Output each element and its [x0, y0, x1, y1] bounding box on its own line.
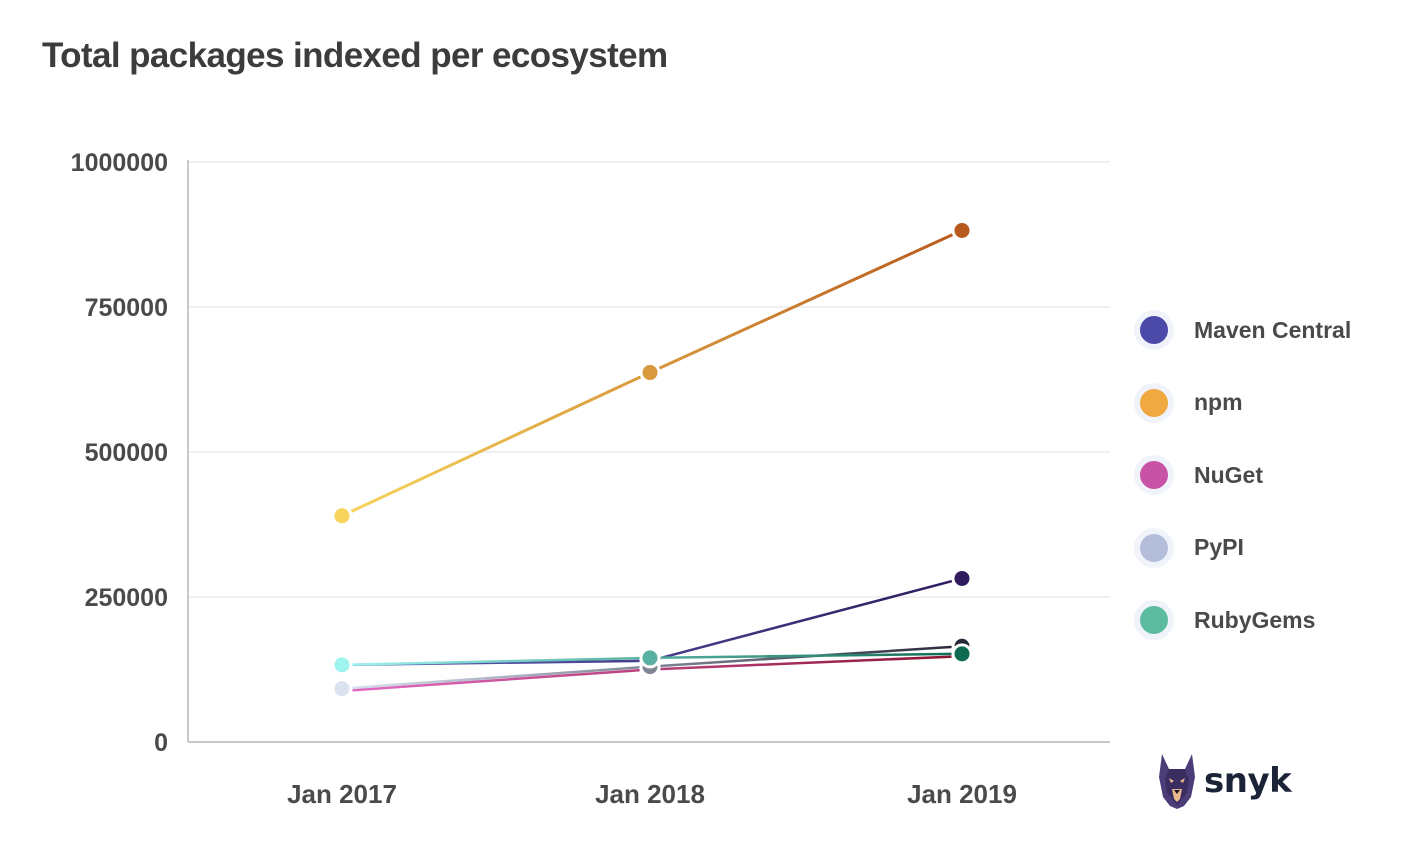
legend-item-maven[interactable]: Maven Central	[1134, 294, 1396, 367]
snyk-doberman-logo-icon	[1159, 754, 1195, 809]
y-tick-label: 1000000	[71, 149, 168, 177]
legend-item-npm[interactable]: npm	[1134, 367, 1396, 440]
data-point-maven[interactable]	[951, 567, 973, 589]
legend-swatch	[1134, 455, 1174, 496]
legend-swatch	[1134, 527, 1174, 568]
legend: Maven Central npm NuGet PyPI RubyGems	[1134, 294, 1396, 657]
legend-swatch	[1134, 382, 1174, 423]
legend-label: RubyGems	[1194, 606, 1316, 633]
grid-layer	[188, 161, 1110, 598]
y-tick-label: 250000	[85, 584, 168, 612]
legend-label: PyPI	[1194, 534, 1244, 561]
y-tick-label: 0	[154, 729, 168, 757]
legend-item-nuget[interactable]: NuGet	[1134, 439, 1396, 512]
data-point-npm[interactable]	[951, 219, 973, 241]
data-point-npm[interactable]	[639, 362, 661, 384]
snyk-logo: snyk	[1156, 752, 1292, 810]
x-tick-label: Jan 2018	[595, 779, 705, 809]
data-point-rubygems[interactable]	[331, 654, 353, 676]
legend-label: npm	[1194, 389, 1243, 416]
x-tick-label: Jan 2019	[907, 779, 1017, 809]
data-point-rubygems[interactable]	[951, 643, 973, 665]
snyk-wordmark: snyk	[1204, 761, 1292, 801]
legend-label: Maven Central	[1194, 316, 1352, 343]
x-tick-label: Jan 2017	[287, 779, 397, 809]
legend-swatch	[1134, 600, 1174, 641]
legend-item-pypi[interactable]: PyPI	[1134, 512, 1396, 585]
axis-layer: 0 250000 500000 750000 1000000 Jan 2017 Jan 20…	[71, 149, 1110, 809]
legend-swatch	[1134, 310, 1174, 351]
chart-title: Total packages indexed per ecosystem	[42, 36, 668, 75]
data-point-pypi[interactable]	[331, 678, 353, 700]
data-point-rubygems[interactable]	[639, 647, 661, 669]
y-tick-label: 500000	[85, 439, 168, 467]
legend-label: NuGet	[1194, 461, 1263, 488]
points-layer	[331, 219, 973, 702]
legend-item-rubygems[interactable]: RubyGems	[1134, 584, 1396, 657]
y-tick-label: 750000	[85, 294, 168, 322]
series-layer	[341, 229, 963, 693]
data-point-npm[interactable]	[331, 505, 353, 527]
